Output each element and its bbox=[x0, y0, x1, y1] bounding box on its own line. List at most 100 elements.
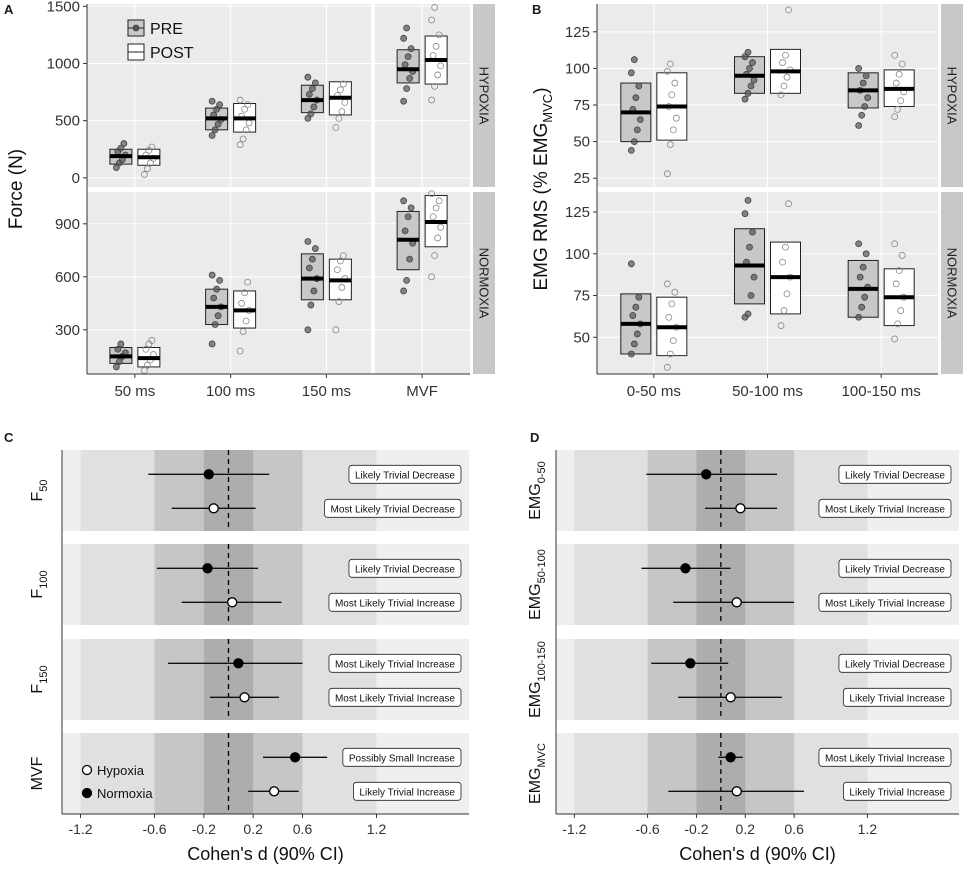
inference-label: Likely Trivial Decrease bbox=[845, 564, 945, 575]
hypoxia-estimate-point bbox=[731, 786, 742, 797]
x-axis-title: Cohen's d (90% CI) bbox=[679, 844, 836, 864]
x-tick-label: 50 ms bbox=[114, 383, 155, 400]
x-tick-label: 1.2 bbox=[858, 821, 878, 837]
hypoxia-estimate-point bbox=[735, 503, 746, 514]
inference-label: Likely Trivial Decrease bbox=[355, 470, 455, 481]
pre-data-point bbox=[749, 59, 756, 66]
pre-data-point bbox=[311, 79, 319, 87]
hypoxia-estimate-point bbox=[239, 692, 250, 703]
normoxia-estimate-point bbox=[725, 752, 736, 763]
post-data-point bbox=[785, 6, 792, 14]
normoxia-estimate-point bbox=[289, 752, 301, 763]
pre-data-point bbox=[406, 255, 414, 263]
post-data-point bbox=[782, 243, 789, 251]
post-data-point bbox=[239, 135, 247, 143]
facet-row-label: MVF bbox=[29, 756, 46, 790]
pre-data-point bbox=[856, 273, 864, 281]
post-data-point bbox=[891, 113, 899, 121]
pre-data-point bbox=[304, 238, 312, 245]
post-data-point bbox=[148, 337, 156, 344]
pre-data-point bbox=[859, 79, 867, 87]
pre-data-point bbox=[744, 89, 752, 97]
inference-label: Most Likely Trivial Increase bbox=[825, 753, 945, 764]
post-data-point bbox=[428, 190, 436, 198]
inference-label: Likely Trivial Decrease bbox=[845, 470, 945, 481]
hypoxia-estimate-point bbox=[725, 692, 736, 703]
y-tick-label: 600 bbox=[55, 269, 80, 286]
facet-row-label: F100 bbox=[29, 570, 50, 598]
pre-data-point bbox=[858, 111, 866, 119]
post-data-point bbox=[242, 126, 250, 134]
pre-data-point bbox=[861, 103, 869, 110]
panel-a-force: A 0 500 1000 1500 HYPOXIA 300 600 900 NORMOXIA 50 … bbox=[4, 0, 495, 400]
post-data-point bbox=[897, 307, 905, 314]
pre-data-point bbox=[747, 292, 755, 299]
facet-row-label: EMG100-150 bbox=[527, 641, 548, 718]
x-tick-label: -0.2 bbox=[684, 821, 708, 837]
inference-label-box bbox=[818, 592, 952, 612]
pre-data-point bbox=[208, 97, 216, 105]
inference-label-box bbox=[818, 498, 952, 518]
facet-row-label: F50 bbox=[29, 479, 50, 501]
facet-row-label: EMG50-100 bbox=[527, 549, 548, 620]
post-data-point bbox=[785, 200, 792, 208]
post-data-point bbox=[332, 326, 340, 334]
pre-data-point bbox=[311, 245, 319, 252]
pre-data-point bbox=[862, 250, 870, 258]
pre-data-point bbox=[216, 101, 224, 109]
post-data-point bbox=[780, 307, 788, 314]
x-tick-label: 100 ms bbox=[206, 383, 255, 400]
hypoxia-estimate-point bbox=[731, 597, 742, 608]
pre-data-point bbox=[861, 293, 869, 301]
post-data-point bbox=[236, 141, 244, 149]
facet-strip bbox=[941, 4, 963, 187]
y-tick-label: 125 bbox=[565, 24, 590, 41]
post-data-point bbox=[143, 361, 151, 369]
pre-data-point bbox=[404, 213, 412, 221]
facet-row-label: F150 bbox=[29, 665, 50, 693]
normoxia-estimate-point bbox=[233, 658, 244, 669]
post-data-point bbox=[429, 213, 437, 221]
pre-data-point bbox=[744, 48, 752, 56]
inference-label-box bbox=[328, 687, 462, 707]
post-data-point bbox=[663, 67, 671, 75]
hypoxia-estimate-point bbox=[268, 786, 280, 797]
post-data-point bbox=[339, 80, 347, 88]
pre-data-point bbox=[403, 85, 411, 93]
x-tick-label: 0-50 ms bbox=[627, 383, 681, 400]
legend-hypoxia-key bbox=[81, 764, 93, 776]
pre-data-point bbox=[120, 140, 128, 147]
post-data-point bbox=[897, 97, 905, 105]
x-tick-label: 0.6 bbox=[293, 821, 313, 837]
post-data-point bbox=[779, 59, 786, 66]
pre-data-point bbox=[633, 330, 641, 338]
pre-data-point bbox=[744, 196, 752, 204]
legend-pre-key-point bbox=[132, 24, 140, 32]
pre-data-point bbox=[401, 227, 409, 235]
post-data-point bbox=[338, 284, 346, 291]
normoxia-estimate-point bbox=[202, 563, 213, 574]
post-data-point bbox=[895, 267, 903, 274]
post-data-point bbox=[428, 16, 436, 24]
x-tick-label: 0.2 bbox=[243, 821, 263, 837]
pre-data-point bbox=[400, 34, 408, 42]
y-tick-label: 1000 bbox=[47, 55, 80, 72]
facet-row-label: EMGMVC bbox=[527, 743, 548, 804]
y-tick-label: 500 bbox=[55, 113, 80, 130]
normoxia-estimate-point bbox=[685, 658, 696, 669]
post-data-point bbox=[671, 79, 679, 87]
pre-data-point bbox=[213, 285, 221, 293]
post-data-point bbox=[437, 223, 445, 231]
pre-data-point bbox=[304, 73, 312, 81]
x-tick-label: MVF bbox=[406, 383, 438, 400]
post-data-point bbox=[336, 86, 344, 94]
inference-label: Most Likely Trivial Increase bbox=[335, 659, 455, 670]
post-data-point bbox=[663, 280, 671, 288]
pre-data-point bbox=[864, 94, 872, 102]
pre-data-point bbox=[112, 363, 120, 371]
facet-column-separator bbox=[371, 192, 375, 374]
pre-data-point bbox=[627, 146, 635, 154]
pre-data-point bbox=[404, 53, 412, 61]
post-data-point bbox=[431, 82, 439, 90]
pre-data-point bbox=[855, 65, 863, 72]
